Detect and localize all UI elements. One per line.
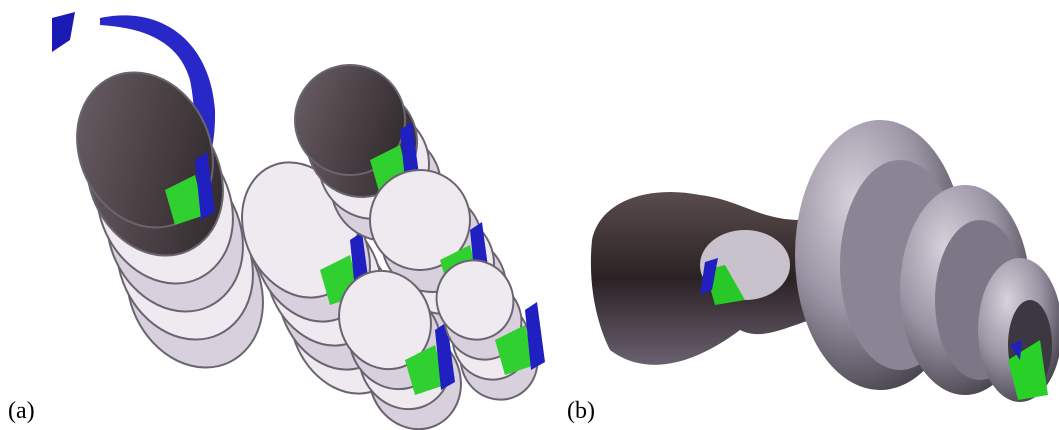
panel-b-render: (b) — [567, 120, 1059, 424]
figure-canvas: (a) (b) — [0, 0, 1059, 430]
panel-a-render: (a) — [8, 12, 550, 430]
figure: (a) (b) — [0, 0, 1059, 430]
panel-label: (b) — [567, 398, 595, 424]
blue-fragment — [52, 12, 75, 52]
disc-stacks — [52, 47, 550, 430]
panel-label: (a) — [8, 398, 35, 424]
